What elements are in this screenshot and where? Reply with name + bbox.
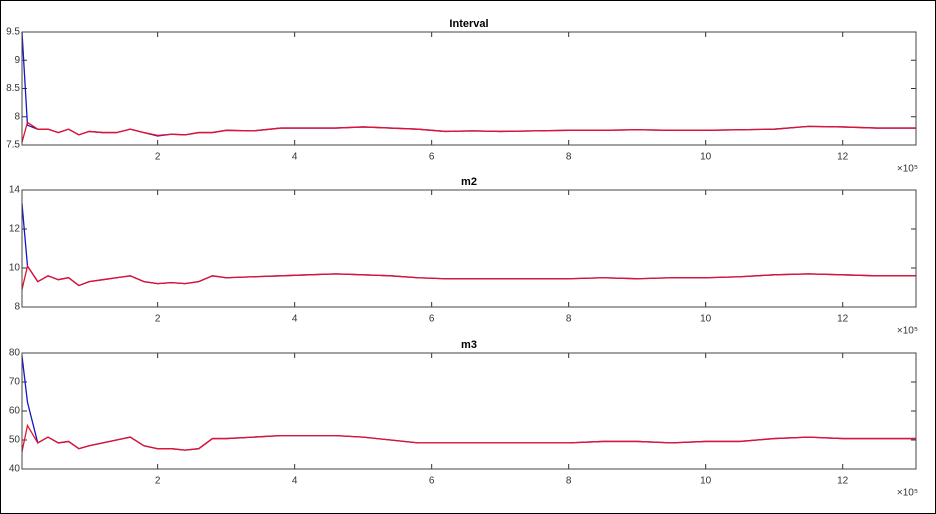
y-tick-label: 10 — [9, 263, 21, 274]
x-tick-label: 10 — [700, 314, 712, 325]
x-tick-label: 4 — [292, 314, 298, 325]
y-tick-label: 8.5 — [6, 83, 20, 94]
y-tick-label: 60 — [9, 406, 21, 417]
y-tick-label: 14 — [9, 185, 21, 196]
y-tick-label: 9 — [14, 55, 20, 66]
y-tick-label: 80 — [9, 348, 21, 359]
chart-title: m3 — [461, 339, 477, 351]
x-tick-label: 10 — [700, 476, 712, 487]
x-tick-label: 8 — [566, 476, 572, 487]
y-tick-label: 9.5 — [6, 27, 20, 38]
y-tick-label: 7.5 — [6, 140, 20, 151]
x-tick-label: 4 — [292, 152, 298, 163]
x-tick-label: 8 — [566, 152, 572, 163]
axes-box — [21, 189, 917, 308]
x-tick-label: 6 — [429, 476, 435, 487]
x-tick-label: 10 — [700, 152, 712, 163]
x-tick-label: 12 — [837, 476, 849, 487]
y-tick-label: 50 — [9, 435, 21, 446]
x-tick-label: 2 — [155, 152, 161, 163]
chart-title: Interval — [449, 18, 488, 30]
axes-box — [21, 31, 917, 146]
x-tick-label: 2 — [155, 314, 161, 325]
x-tick-label: 6 — [429, 152, 435, 163]
y-tick-label: 70 — [9, 377, 21, 388]
x-multiplier: ×10⁵ — [897, 326, 918, 337]
x-multiplier: ×10⁵ — [897, 488, 918, 499]
y-tick-label: 40 — [9, 464, 21, 475]
x-tick-label: 8 — [566, 314, 572, 325]
x-tick-label: 6 — [429, 314, 435, 325]
x-tick-label: 4 — [292, 476, 298, 487]
data-line — [21, 121, 916, 143]
data-line — [21, 423, 916, 452]
chart-title: m2 — [461, 176, 477, 188]
x-tick-label: 12 — [837, 152, 849, 163]
data-line — [21, 264, 916, 290]
y-tick-label: 12 — [9, 224, 21, 235]
x-tick-label: 12 — [837, 314, 849, 325]
y-tick-label: 8 — [14, 302, 20, 313]
x-multiplier: ×10⁵ — [897, 164, 918, 175]
axes-box — [21, 352, 917, 470]
x-tick-label: 2 — [155, 476, 161, 487]
y-tick-label: 8 — [14, 111, 20, 122]
